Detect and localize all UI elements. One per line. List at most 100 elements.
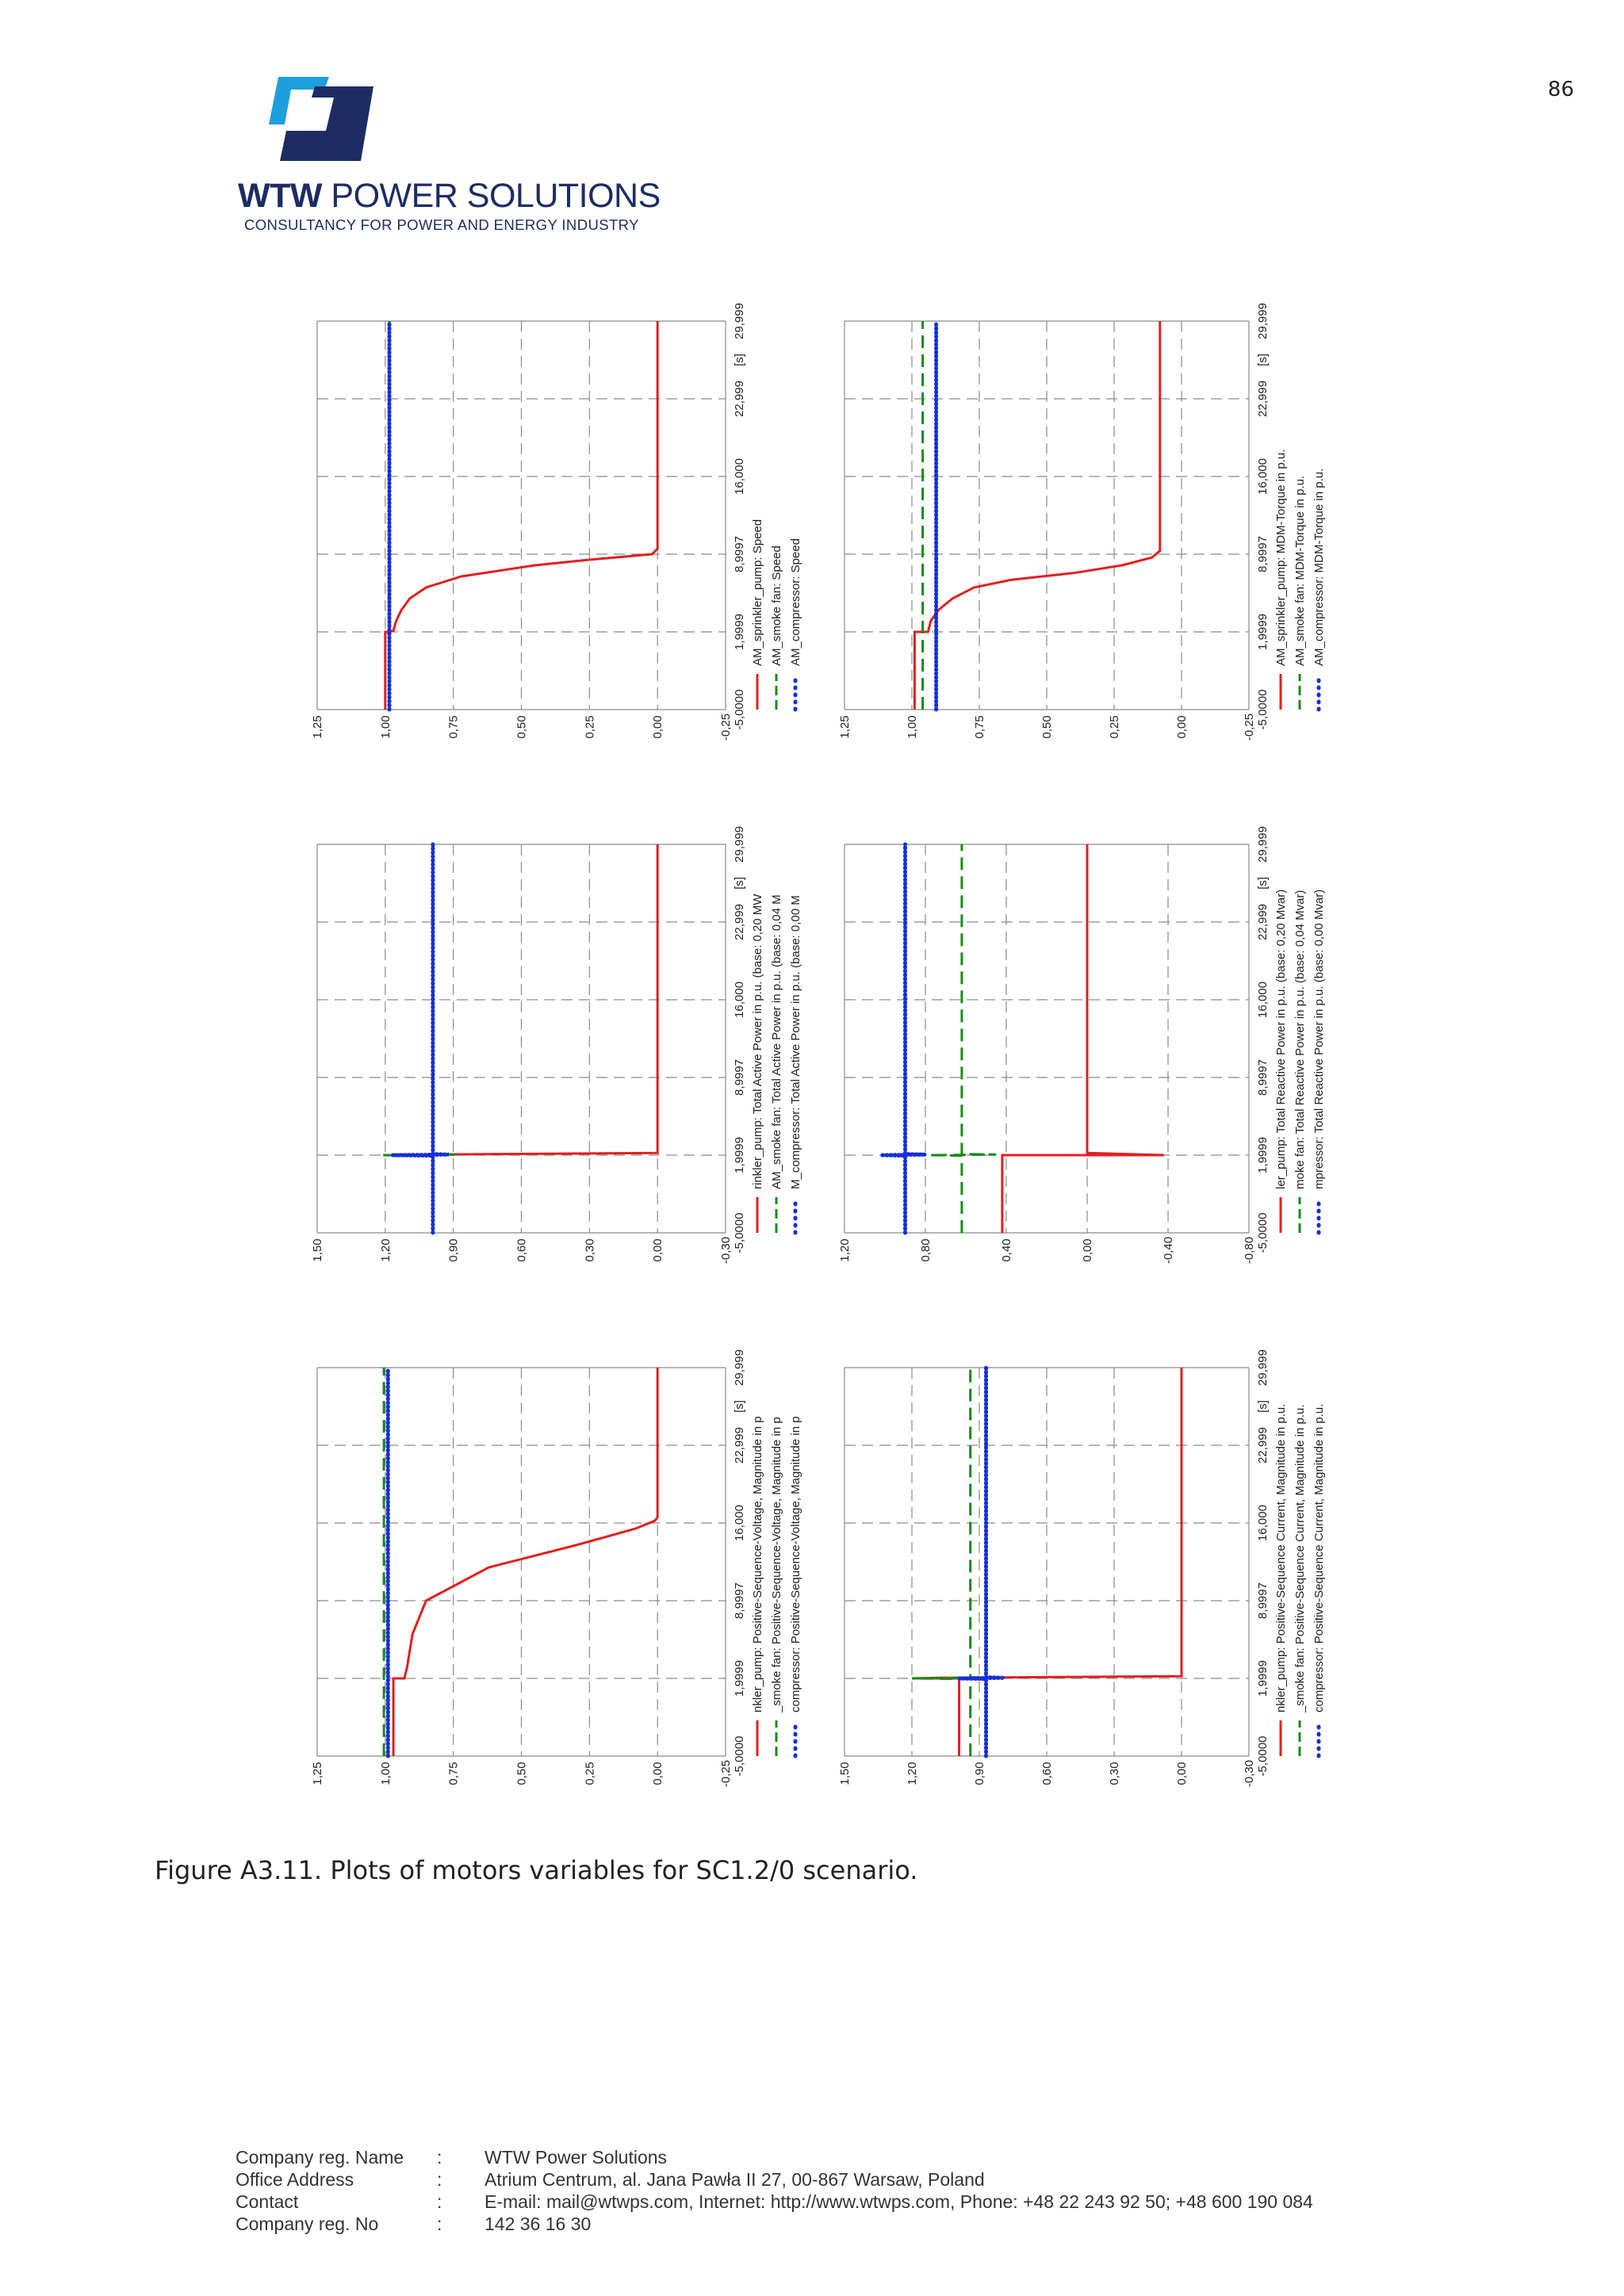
- y-tick-label: 1,25: [311, 1762, 324, 1785]
- y-tick-label: 0,80: [919, 1238, 933, 1261]
- chart-panel: 1,25 1,00 0,75 0,50 0,25 0,00 -0,25 -5,0000 1,99…: [311, 303, 802, 740]
- page-number: 86: [1547, 78, 1574, 101]
- legend-label: nkler_pump: Positive-Sequence-Voltage, M…: [751, 1416, 764, 1712]
- series-line-green: [381, 844, 458, 1233]
- legend-label: AM_smoke fan: Speed: [770, 545, 783, 666]
- x-tick-label: 1,9999: [1256, 614, 1270, 650]
- y-tick-label: 0,50: [1040, 715, 1054, 738]
- x-tick-label: 29,999: [733, 1349, 746, 1386]
- y-tick-label: 1,25: [838, 715, 852, 738]
- x-axis-unit: [s]: [1256, 877, 1270, 890]
- legend-label: _smoke fan: Positive-Sequence Current, M…: [1293, 1404, 1307, 1713]
- series-line-blue: [880, 842, 926, 1235]
- series-line-red: [913, 321, 1162, 710]
- legend-label: AM_sprinkler_pump: Speed: [751, 519, 764, 666]
- y-tick-label: 1,20: [838, 1238, 852, 1261]
- y-tick-label: 1,50: [838, 1762, 852, 1785]
- y-tick-label: 0,00: [651, 1762, 665, 1785]
- x-tick-label: 8,9997: [733, 1059, 746, 1096]
- series-line-red: [1001, 844, 1164, 1233]
- series-line-blue: [392, 842, 449, 1235]
- y-tick-label: 0,25: [583, 715, 596, 738]
- y-tick-label: 0,50: [515, 1762, 529, 1785]
- legend-label: M_compressor: Total Active Power in p.u.…: [789, 895, 802, 1189]
- legend-label: compressor: Positive-Sequence-Voltage, M…: [789, 1416, 802, 1712]
- legend-label: AM_smoke fan: MDM-Torque in p.u.: [1293, 476, 1307, 666]
- chart-panel: 1,50 1,20 0,90 0,60 0,30 0,00 -0,30 -5,0000 1,99…: [838, 1349, 1326, 1787]
- x-tick-label: 8,9997: [733, 1582, 746, 1619]
- chart-panel: 1,25 1,00 0,75 0,50 0,25 0,00 -0,25 -5,0000 1,99…: [838, 303, 1326, 740]
- series-line-green: [911, 1368, 1002, 1756]
- legend-label: ler_pump: Total Reactive Power in p.u. (…: [1274, 890, 1288, 1189]
- y-tick-label: 0,40: [1000, 1238, 1013, 1261]
- series-line-blue: [959, 1365, 1005, 1758]
- footer-label: Company reg. Name: [236, 2147, 404, 2168]
- x-axis-unit: [s]: [733, 1400, 746, 1413]
- y-tick-label: 0,30: [1108, 1762, 1121, 1785]
- y-tick-label: 0,90: [447, 1238, 461, 1261]
- legend-label: _smoke fan: Positive-Sequence-Voltage, M…: [770, 1417, 783, 1713]
- x-axis-unit: [s]: [1256, 1400, 1270, 1413]
- y-tick-label: 1,20: [906, 1762, 919, 1785]
- footer-label: Contact: [236, 2191, 299, 2212]
- y-tick-label: 0,25: [1108, 715, 1121, 738]
- y-tick-label: 0,25: [583, 1762, 596, 1785]
- legend-label: AM_smoke fan: Total Active Power in p.u.…: [770, 894, 783, 1189]
- x-tick-label: 29,999: [1256, 303, 1270, 339]
- footer-value: WTW Power Solutions: [485, 2147, 668, 2168]
- footer-sep: :: [437, 2147, 442, 2168]
- x-tick-label: 16,000: [733, 982, 746, 1018]
- y-tick-label: -0,25: [1243, 714, 1256, 740]
- x-tick-label: 22,999: [733, 904, 746, 940]
- legend-label: rinkler_pump: Total Active Power in p.u.…: [751, 894, 764, 1189]
- y-tick-label: 0,00: [1081, 1238, 1094, 1261]
- y-tick-label: 1,00: [379, 715, 393, 738]
- x-axis-unit: [s]: [1256, 354, 1270, 366]
- y-tick-label: -0,30: [1243, 1760, 1256, 1787]
- y-tick-label: -0,80: [1243, 1237, 1256, 1264]
- y-tick-label: 0,00: [1175, 1762, 1189, 1785]
- y-tick-label: 1,50: [311, 1238, 324, 1261]
- x-tick-label: 16,000: [733, 458, 746, 495]
- x-tick-label: 1,9999: [733, 1137, 746, 1173]
- y-tick-label: 0,60: [1040, 1762, 1054, 1785]
- footer-sep: :: [437, 2214, 442, 2234]
- y-tick-label: 0,60: [515, 1238, 529, 1261]
- logo-bold: WTW: [238, 177, 322, 215]
- x-tick-label: 22,999: [733, 1427, 746, 1464]
- x-tick-label: -5,0000: [733, 1736, 746, 1777]
- figure-caption: Figure A3.11. Plots of motors variables …: [155, 1855, 918, 1885]
- x-tick-label: 22,999: [733, 381, 746, 417]
- x-tick-label: 29,999: [1256, 1349, 1270, 1386]
- company-logo: WTW POWER SOLUTIONS CONSULTANCY FOR POWE…: [238, 75, 682, 234]
- logo-tagline: CONSULTANCY FOR POWER AND ENERGY INDUSTR…: [244, 216, 639, 233]
- x-tick-label: 16,000: [733, 1505, 746, 1541]
- footer-value: 142 36 16 30: [485, 2214, 592, 2234]
- x-tick-label: -5,0000: [733, 690, 746, 730]
- legend-label: compressor: Positive-Sequence Current, M…: [1312, 1404, 1326, 1712]
- x-tick-label: 22,999: [1256, 1427, 1270, 1464]
- y-tick-label: 0,75: [447, 715, 461, 738]
- footer-label: Company reg. No: [236, 2214, 379, 2234]
- legend-label: AM_sprinkler_pump: MDM-Torque in p.u.: [1274, 450, 1288, 666]
- series-line-red: [408, 844, 659, 1233]
- y-tick-label: 0,30: [583, 1238, 596, 1261]
- y-tick-label: 0,50: [515, 715, 529, 738]
- plots-svg: 1,25 1,00 0,75 0,50 0,25 0,00 -0,25 -5,00001,99…: [311, 303, 1326, 1787]
- y-tick-label: 1,00: [379, 1762, 393, 1785]
- chart-panel: 1,50 1,20 0,90 0,60 0,30 0,00 -0,30 -5,0000 1,99…: [311, 826, 802, 1264]
- footer-sep: :: [437, 2191, 442, 2212]
- x-tick-label: -5,0000: [1256, 1213, 1270, 1253]
- y-tick-label: -0,25: [719, 714, 733, 740]
- y-tick-label: -0,25: [719, 1760, 733, 1787]
- x-tick-label: 29,999: [733, 826, 746, 863]
- y-tick-label: 1,00: [906, 715, 919, 738]
- wtw-logo-icon: [269, 77, 373, 161]
- legend-label: AM_compressor: Speed: [789, 538, 802, 666]
- x-tick-label: 22,999: [1256, 904, 1270, 940]
- x-axis-unit: [s]: [733, 877, 746, 890]
- footer-sep: :: [437, 2169, 442, 2190]
- legend-label: mpressor: Total Reactive Power in p.u. (…: [1312, 890, 1326, 1189]
- y-tick-label: 0,00: [1175, 715, 1189, 738]
- figure-motors-plots: 1,25 1,00 0,75 0,50 0,25 0,00 -0,25 -5,0000 1,99…: [305, 258, 1348, 1831]
